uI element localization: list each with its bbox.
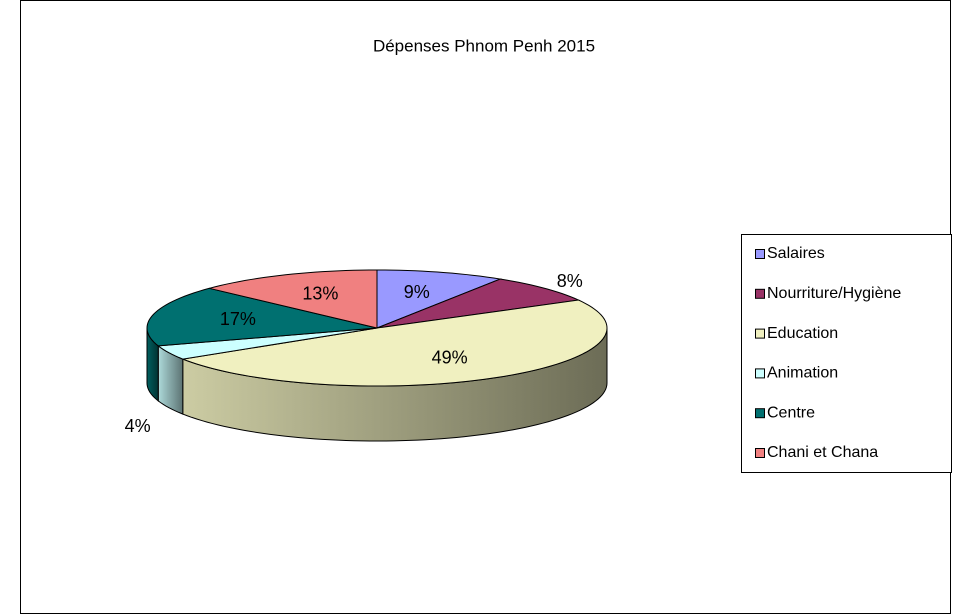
pie-slice — [180, 299, 608, 387]
legend-swatch — [755, 249, 765, 259]
data-label: 9% — [404, 282, 430, 302]
legend-label: Nourriture/Hygiène — [767, 285, 901, 302]
data-label: 8% — [557, 271, 583, 291]
legend-swatch — [755, 328, 765, 339]
legend-label: Centre — [767, 404, 815, 421]
pie-slice — [376, 278, 581, 329]
pie-slice — [146, 287, 378, 347]
legend-label: Chani et Chana — [767, 444, 878, 461]
pie-slice — [156, 327, 378, 360]
legend-label: Salaires — [767, 245, 825, 262]
data-label: 13% — [302, 284, 338, 304]
pie-slice — [376, 269, 503, 329]
legend-label: Animation — [767, 365, 838, 382]
legend-swatch — [755, 288, 765, 299]
data-label: 4% — [125, 416, 151, 436]
legend-swatch — [755, 408, 765, 419]
data-label: 17% — [220, 309, 256, 329]
legend-box — [741, 234, 952, 473]
data-label: 49% — [432, 348, 468, 368]
legend-swatch — [755, 448, 765, 458]
pie-slice — [209, 269, 378, 329]
legend-swatch — [755, 368, 765, 379]
chart-title: Dépenses Phnom Penh 2015 — [373, 36, 595, 55]
legend-label: Education — [767, 325, 838, 342]
